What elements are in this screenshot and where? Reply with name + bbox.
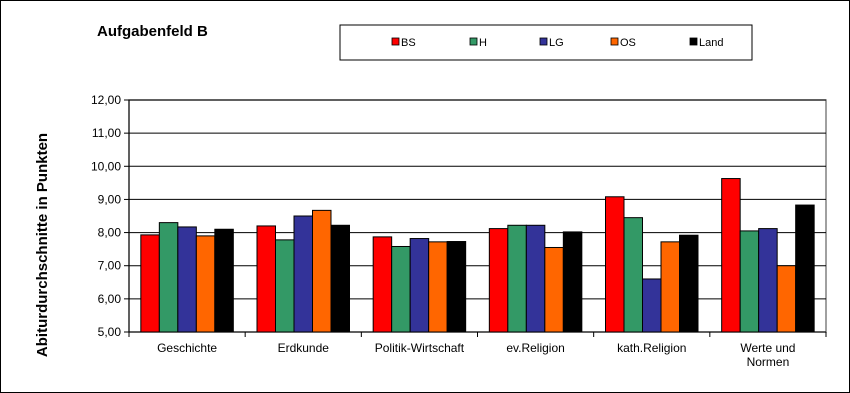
bar-os-3 [428, 241, 448, 333]
bar-h-5 [623, 217, 643, 333]
bar-os-6 [776, 265, 797, 333]
chart-title: Aufgabenfeld B [97, 23, 208, 40]
bar-os-2 [312, 209, 332, 333]
bar-lg-6 [758, 228, 778, 333]
bar-bs-4 [488, 228, 509, 333]
bar-lg-3 [409, 238, 430, 333]
legend-swatch-land [689, 37, 698, 46]
x-category-label: kath.Religion [617, 341, 686, 355]
x-category-label: Erdkunde [278, 341, 330, 355]
legend-label-land: Land [699, 37, 723, 49]
y-tick-label: 10,00 [91, 159, 121, 173]
bar-bs-2 [256, 225, 276, 333]
bar-h-1 [158, 222, 179, 333]
bar-land-6 [795, 204, 815, 333]
y-tick-label: 11,00 [92, 126, 121, 140]
x-category-label: ev.Religion [506, 341, 564, 355]
bar-lg-4 [525, 224, 546, 333]
plot-border [128, 99, 827, 333]
y-tick-label: 12,00 [91, 93, 121, 107]
y-tick-label: 8,00 [98, 226, 122, 240]
legend-swatch-h [469, 37, 478, 46]
bar-bs-6 [721, 178, 741, 333]
bar-bs-5 [605, 196, 625, 333]
legend-swatch-lg [539, 37, 548, 46]
legend-swatch-bs [391, 37, 400, 46]
legend: BS H LG OS Land [339, 24, 753, 61]
bar-h-3 [391, 245, 411, 333]
bar-h-4 [507, 224, 527, 333]
y-axis-label: Abiturdurchschnitte in Punkten [34, 133, 51, 357]
bar-land-3 [446, 241, 467, 333]
legend-label-bs: BS [401, 37, 416, 49]
bar-h-6 [739, 230, 760, 333]
bar-land-4 [562, 231, 583, 333]
bar-land-2 [330, 224, 350, 333]
legend-swatch-os [610, 37, 619, 46]
x-category-label: Werte und Normen [740, 341, 795, 369]
bar-bs-1 [140, 234, 160, 333]
bar-os-1 [195, 235, 216, 333]
bar-h-2 [275, 239, 295, 333]
gridlines [128, 99, 827, 333]
y-tick-label: 7,00 [98, 259, 122, 273]
legend-label-os: OS [620, 37, 636, 49]
y-tick-label: 9,00 [98, 192, 122, 206]
y-tick-label: 5,00 [98, 325, 122, 339]
bar-land-1 [214, 228, 234, 333]
bar-lg-2 [293, 215, 313, 333]
x-axis-categories: Geschichte Erdkunde Politik-Wirtschaft ev.R… [128, 331, 827, 369]
bar-bs-3 [372, 236, 393, 333]
y-axis-ticks: 5,00 6,00 7,00 8,00 9,00 10,00 11,00 12,00 [91, 93, 130, 339]
bar-land-5 [679, 234, 699, 333]
legend-box [339, 24, 753, 61]
bar-lg-1 [177, 226, 197, 333]
legend-label-h: H [479, 37, 487, 49]
bar-os-4 [544, 246, 564, 333]
bar-lg-5 [642, 278, 662, 333]
x-category-label: Politik-Wirtschaft [375, 341, 465, 355]
legend-label-lg: LG [549, 37, 564, 49]
x-category-label: Geschichte [157, 341, 217, 355]
y-tick-label: 6,00 [98, 292, 122, 306]
bar-os-5 [660, 241, 680, 333]
